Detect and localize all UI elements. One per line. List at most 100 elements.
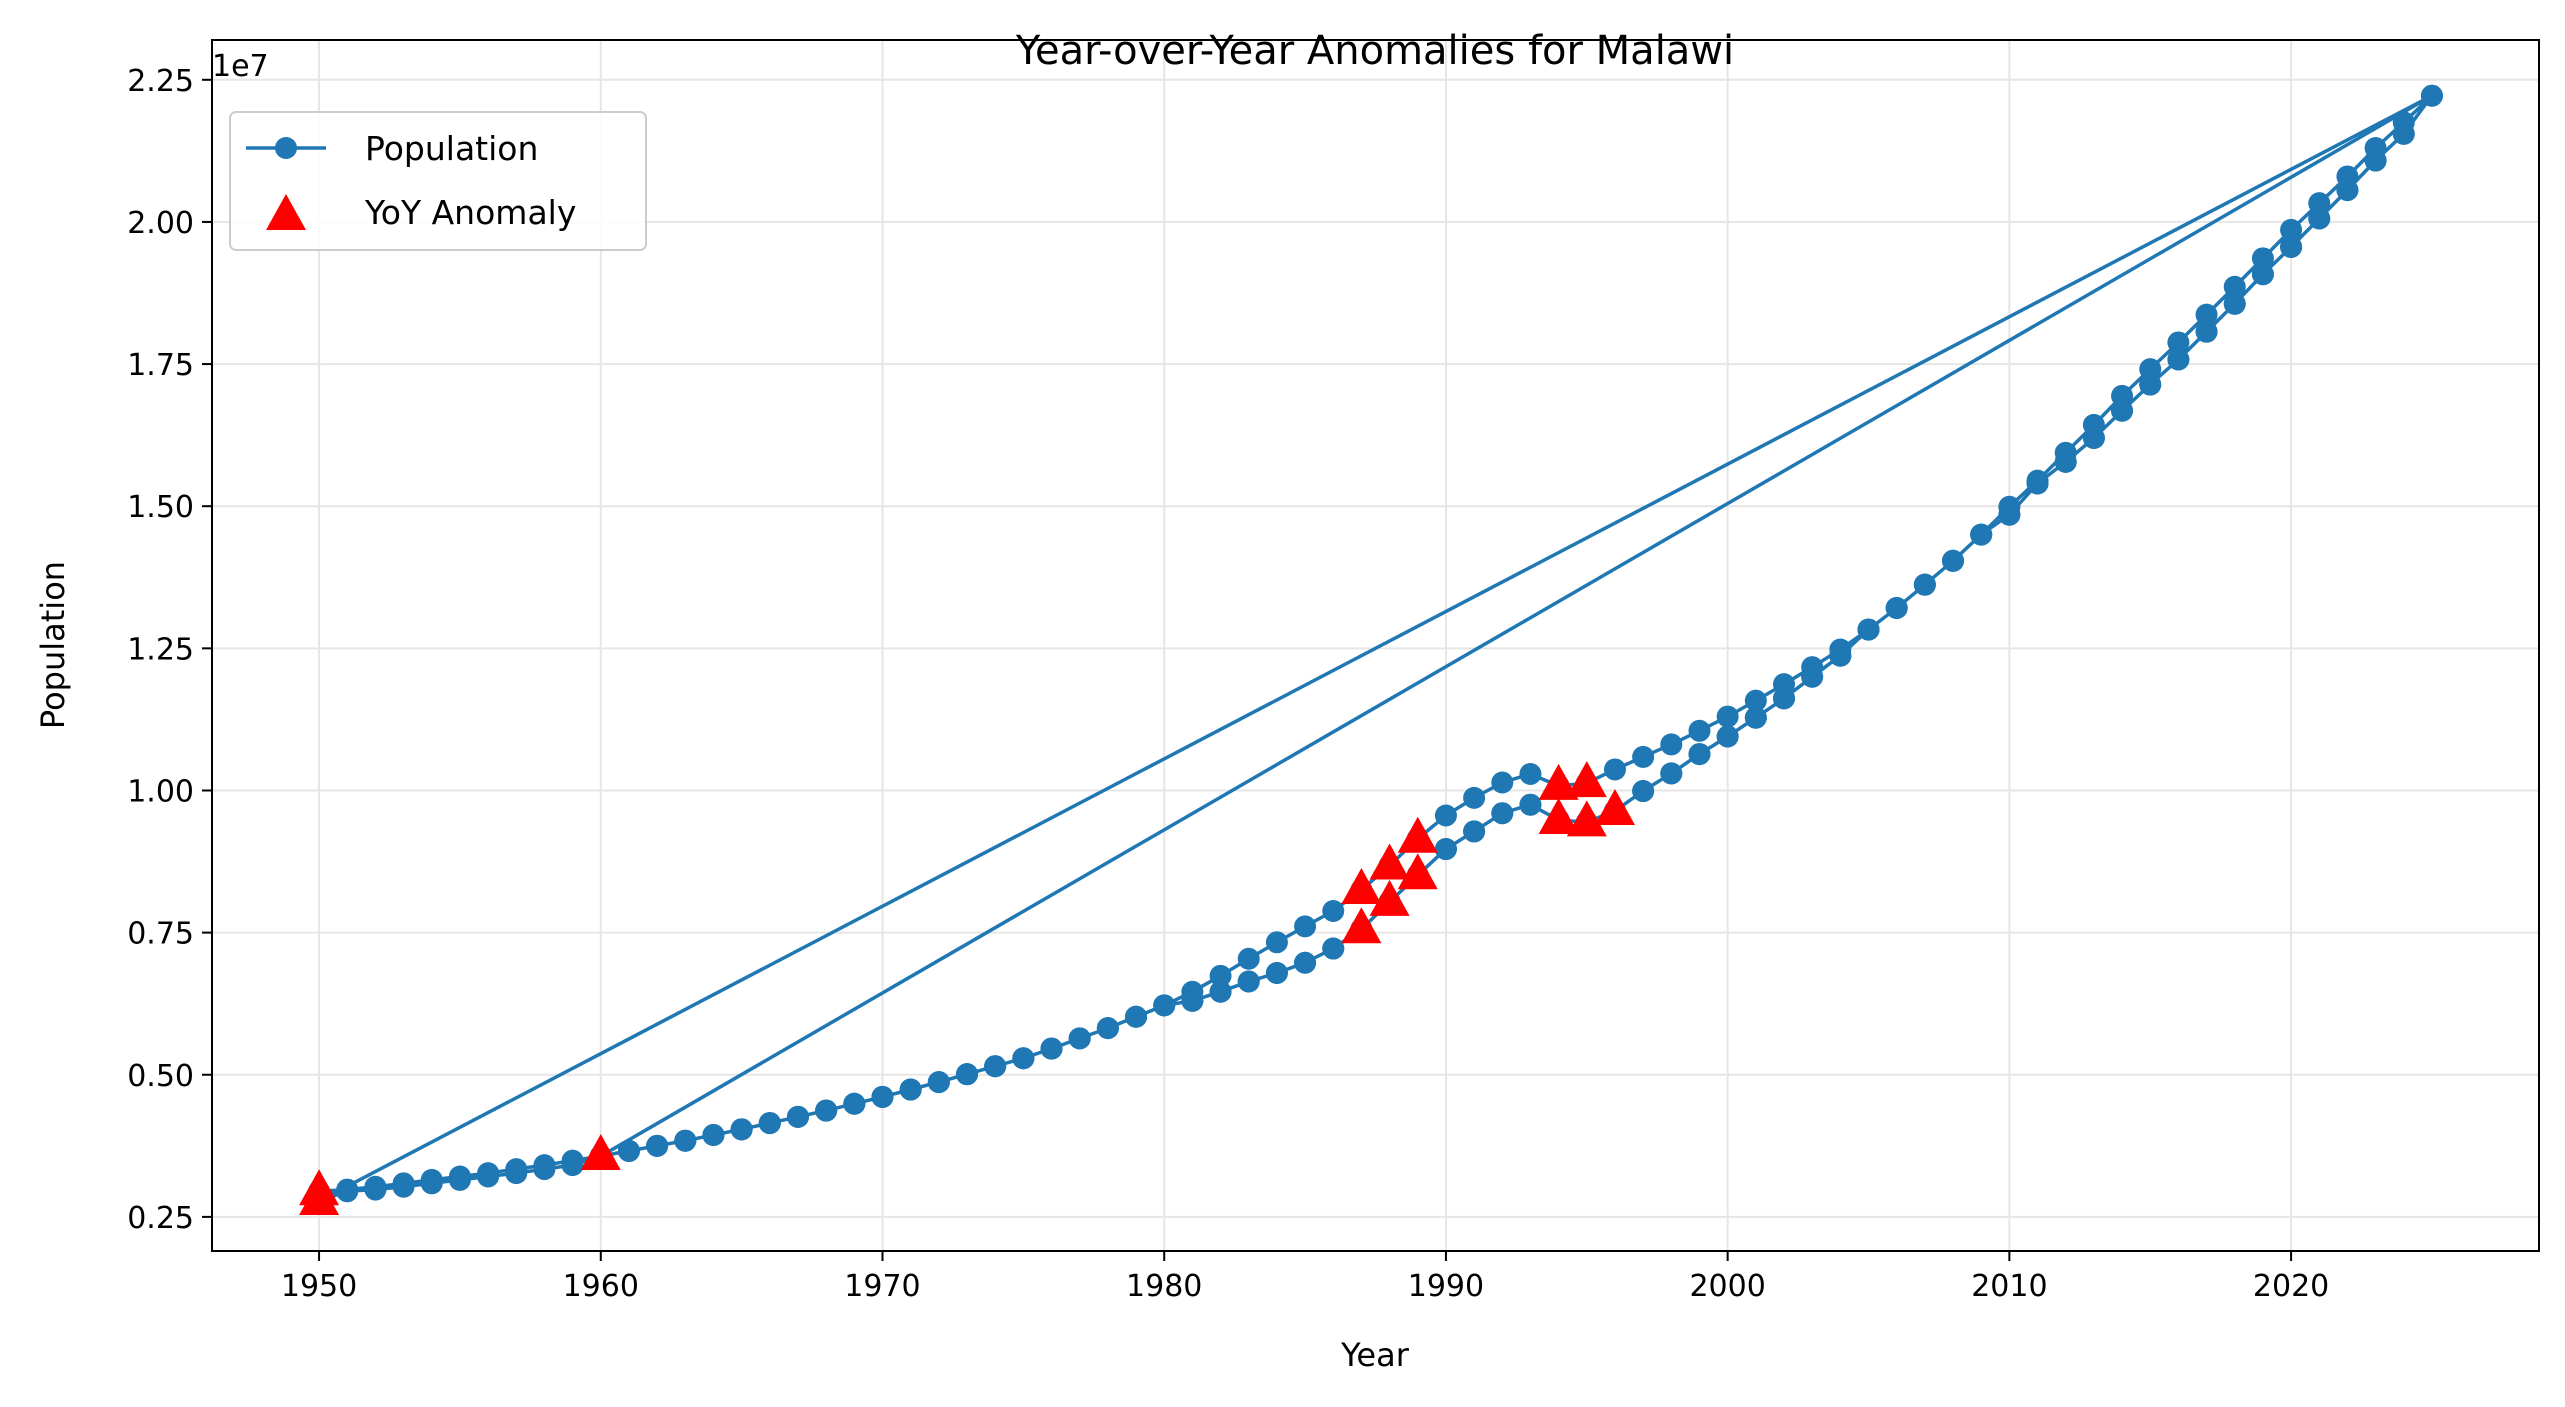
- population-point: [1322, 900, 1345, 923]
- population-point: [2251, 247, 2274, 270]
- population-point: [2167, 348, 2190, 371]
- legend-label-population: Population: [365, 129, 538, 168]
- y-tick-label: 1.75: [127, 348, 194, 383]
- population-point: [1322, 937, 1345, 960]
- population-point: [1294, 915, 1317, 938]
- legend: Population YoY Anomaly: [229, 111, 647, 251]
- x-tick-label: 1980: [1126, 1269, 1202, 1304]
- population-point: [477, 1165, 500, 1188]
- x-axis-label: Year: [1340, 1336, 1410, 1374]
- y-tick-label: 0.25: [127, 1201, 194, 1236]
- population-point: [561, 1154, 584, 1177]
- population-point: [1519, 762, 1542, 785]
- population-point: [1463, 786, 1486, 809]
- population-point: [1237, 947, 1260, 970]
- population-point: [1096, 1017, 1119, 1040]
- population-point: [871, 1085, 894, 1108]
- population-point: [336, 1180, 359, 1203]
- anomaly-point: [580, 1134, 621, 1171]
- population-point: [2082, 426, 2105, 449]
- population-point: [1519, 793, 1542, 816]
- population-point: [786, 1105, 809, 1128]
- population-point: [533, 1158, 556, 1181]
- anomaly-point: [1341, 907, 1382, 944]
- y-axis-label: Population: [34, 561, 72, 729]
- population-point: [730, 1118, 753, 1141]
- population-point: [1632, 780, 1655, 803]
- anomaly-point: [1369, 879, 1410, 916]
- population-point: [2392, 122, 2415, 145]
- population-point: [2223, 275, 2246, 298]
- plot-frame: [211, 39, 2540, 1252]
- population-point: [815, 1099, 838, 1122]
- chart-title: Year-over-Year Anomalies for Malawi: [1015, 28, 1734, 74]
- y-tick-label: 0.50: [127, 1059, 194, 1094]
- population-point: [2223, 292, 2246, 315]
- population-point: [1040, 1037, 1063, 1060]
- population-point: [956, 1063, 979, 1086]
- anomaly-point: [1566, 800, 1607, 837]
- population-point: [1716, 725, 1739, 748]
- population-point: [1970, 523, 1993, 546]
- population-point: [1716, 705, 1739, 728]
- anomaly-point: [1538, 798, 1579, 835]
- population-point: [1294, 951, 1317, 974]
- population-point: [2280, 235, 2303, 258]
- population-point: [2280, 218, 2303, 241]
- population-point: [2195, 320, 2218, 343]
- population-point: [1942, 549, 1965, 572]
- y-tick-label: 0.75: [127, 917, 194, 952]
- population-point: [984, 1055, 1007, 1078]
- population-point: [392, 1175, 415, 1198]
- anomaly-point: [1369, 843, 1410, 880]
- y-tick-label: 1.00: [127, 774, 194, 809]
- population-point: [2026, 472, 2049, 495]
- population-point: [2111, 399, 2134, 422]
- population-point: [2139, 358, 2162, 381]
- x-tick-label: 1970: [844, 1269, 920, 1304]
- anomaly-point: [299, 1169, 340, 1206]
- population-point: [2336, 179, 2359, 202]
- population-point: [2308, 192, 2331, 215]
- y-tick-label: 2.25: [127, 64, 194, 99]
- population-point: [1434, 838, 1457, 861]
- population-point: [1434, 804, 1457, 827]
- population-point: [1463, 820, 1486, 843]
- population-point: [2251, 263, 2274, 286]
- population-point: [2195, 303, 2218, 326]
- population-point: [1688, 743, 1711, 766]
- population-point: [1153, 994, 1176, 1017]
- legend-box: [229, 111, 647, 251]
- x-tick-label: 1950: [281, 1269, 357, 1304]
- population-point: [364, 1178, 387, 1201]
- population-point: [1491, 771, 1514, 794]
- legend-circle-marker: [275, 137, 297, 159]
- x-tick-label: 2020: [2253, 1269, 2329, 1304]
- population-point: [1012, 1047, 1035, 1070]
- population-point: [1998, 503, 2021, 526]
- population-point: [1801, 665, 1824, 688]
- population-point: [1209, 964, 1232, 987]
- population-point: [1632, 745, 1655, 768]
- anomaly-point: [1341, 867, 1382, 904]
- population-point: [2420, 84, 2443, 107]
- population-point: [758, 1112, 781, 1135]
- population-point: [702, 1124, 725, 1147]
- y-axis-offset-label: 1e7: [212, 49, 269, 84]
- population-point: [2167, 331, 2190, 354]
- population-point: [2308, 207, 2331, 230]
- y-tick-label: 1.50: [127, 490, 194, 525]
- population-point: [1068, 1027, 1091, 1050]
- population-point: [1913, 573, 1936, 596]
- population-point: [1125, 1005, 1148, 1028]
- x-tick-label: 2000: [1689, 1269, 1765, 1304]
- population-point: [843, 1092, 866, 1115]
- population-point: [1688, 719, 1711, 742]
- population-point: [2364, 149, 2387, 172]
- population-point: [1265, 931, 1288, 954]
- population-point: [1660, 733, 1683, 756]
- population-point: [674, 1129, 697, 1152]
- legend-label-anomaly: YoY Anomaly: [364, 193, 576, 232]
- anomaly-point: [1594, 788, 1635, 825]
